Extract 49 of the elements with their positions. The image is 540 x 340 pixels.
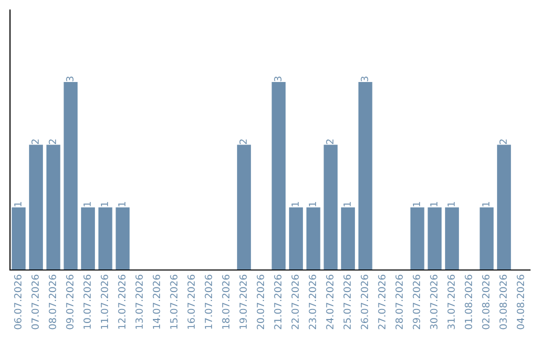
x-tick-label: 02.08.2026	[482, 274, 490, 330]
data-label: 1	[14, 202, 22, 206]
x-tick-label: 06.07.2026	[14, 274, 22, 330]
x-tick-label: 23.07.2026	[308, 274, 316, 330]
data-label: 2	[326, 139, 334, 144]
x-tick-label: 07.07.2026	[31, 274, 39, 330]
x-tick-label: 24.07.2026	[326, 274, 334, 330]
data-label: 1	[344, 202, 351, 206]
x-tick-label: 31.07.2026	[447, 274, 455, 330]
x-tick-label: 09.07.2026	[66, 274, 74, 330]
x-tick-label: 19.07.2026	[239, 274, 247, 329]
x-tick-label: 30.07.2026	[430, 274, 438, 330]
data-label: 1	[118, 202, 126, 206]
x-tick-label: 03.08.2026	[499, 274, 507, 330]
x-tick-label: 22.07.2026	[291, 274, 299, 330]
data-label: 1	[448, 202, 455, 206]
x-tick-label: 04.08.2026	[516, 274, 524, 330]
x-tick-label: 20.07.2026	[256, 274, 264, 330]
x-tick-label: 16.07.2026	[187, 274, 195, 329]
data-label: 2	[499, 139, 507, 144]
data-label: 3	[274, 76, 282, 82]
x-tick-label: 15.07.2026	[170, 274, 178, 329]
data-label: 1	[430, 202, 438, 206]
x-tick-label: 11.07.2026	[100, 274, 108, 329]
x-tick-label: 13.07.2026	[135, 274, 143, 329]
data-label: 2	[239, 139, 247, 144]
x-tick-label: 26.07.2026	[360, 274, 368, 330]
data-label: 1	[84, 202, 91, 206]
x-tick-label: 28.07.2026	[395, 274, 403, 330]
x-tick-label: 08.07.2026	[48, 274, 56, 330]
x-tick-label: 29.07.2026	[412, 274, 420, 330]
x-tick-label: 14.07.2026	[152, 274, 160, 329]
x-tick-label: 21.07.2026	[274, 274, 282, 330]
x-tick-label: 01.08.2026	[464, 274, 472, 330]
data-label: 1	[482, 202, 490, 206]
x-tick-label: 25.07.2026	[343, 274, 351, 330]
data-label: 2	[31, 139, 39, 144]
data-label: 2	[48, 139, 56, 144]
data-label: 3	[66, 76, 74, 82]
x-tick-label: 12.07.2026	[118, 274, 126, 329]
data-label: 1	[412, 202, 420, 206]
data-label: 3	[360, 76, 368, 82]
data-label: 1	[100, 202, 108, 206]
x-tick-label: 18.07.2026	[222, 274, 230, 329]
x-tick-label: 27.07.2026	[378, 274, 386, 330]
x-tick-label: 10.07.2026	[83, 274, 91, 329]
x-tick-label: 17.07.2026	[204, 274, 212, 329]
data-label: 1	[308, 202, 316, 206]
data-label: 1	[292, 202, 299, 206]
